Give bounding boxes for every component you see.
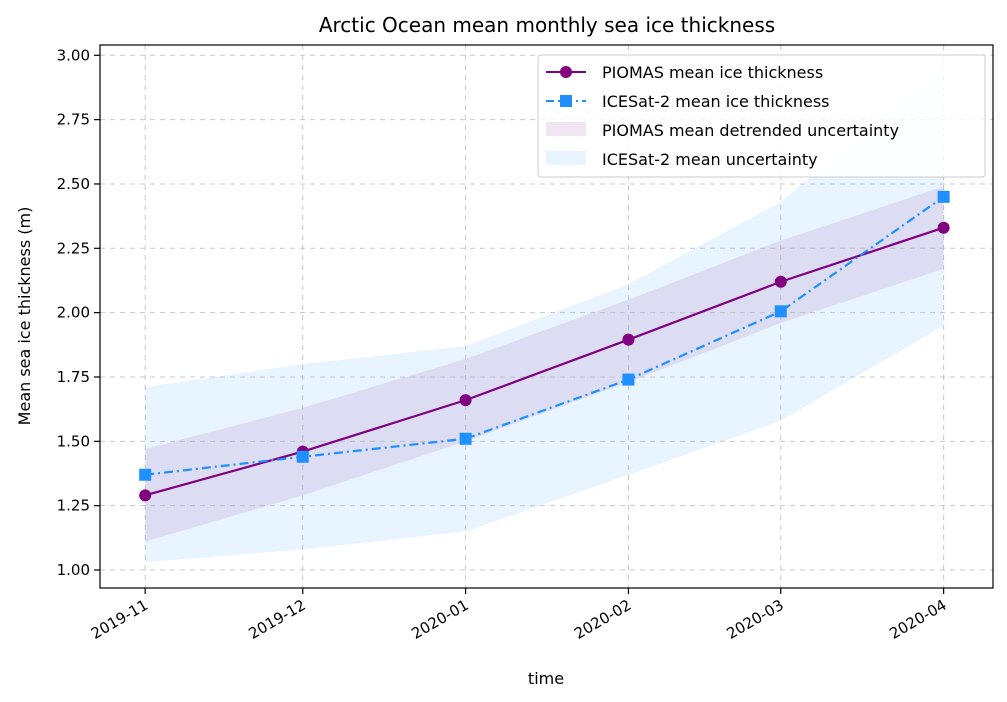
x-tick-label-2019-11: 2019-11: [88, 596, 151, 643]
y-tick-label-2.50: 2.50: [57, 175, 90, 193]
y-tick-label-2.25: 2.25: [57, 239, 90, 257]
y-tick-label-1.50: 1.50: [57, 432, 90, 450]
x-axis-ticks: 2019-11 2019-12 2020-01 2020-02 2020-03 2020-…: [88, 588, 950, 643]
point-piomas-mean-ice-thickness-2020-02: [622, 333, 635, 346]
legend-entry-icesat-line: ICESat-2 mean ice thickness: [546, 92, 829, 111]
legend-label-piomas: PIOMAS mean ice thickness: [602, 63, 823, 82]
series-line-piomas-mean-ice-thickness: [144, 226, 944, 497]
point-piomas-mean-ice-thickness-2020-03: [774, 275, 787, 288]
point-icesat-2-mean-ice-thickness-2020-02: [622, 373, 635, 386]
x-tick-label-2020-01: 2020-01: [408, 596, 471, 643]
x-tick-label-2020-03: 2020-03: [723, 596, 786, 643]
legend-box: [537, 54, 986, 178]
y-axis-title: Mean sea ice thickness (m): [15, 207, 34, 426]
legend-label-icesat-band: ICESat-2 mean uncertainty: [602, 150, 818, 169]
point-piomas-mean-ice-thickness-2019-11: [139, 489, 152, 502]
point-piomas-mean-ice-thickness-2020-04: [937, 221, 950, 234]
y-tick-label-3.00: 3.00: [57, 46, 90, 64]
series-lines: [144, 195, 945, 497]
point-icesat-2-mean-ice-thickness-2020-03: [774, 305, 787, 318]
point-piomas-mean-ice-thickness-2020-01: [459, 394, 472, 407]
plot-frame: [99, 44, 994, 589]
y-tick-label-1.00: 1.00: [57, 561, 90, 579]
x-tick-label-2020-04: 2020-04: [886, 596, 949, 643]
y-axis-ticks: 1.00 1.25 1.50 1.75 2.00 2.25 2.50 2.75 3.00: [57, 46, 100, 579]
chart-title: Arctic Ocean mean monthly sea ice thickn…: [319, 13, 775, 37]
legend-entry-piomas-line: PIOMAS mean ice thickness: [546, 63, 823, 82]
legend-swatch-piomas-band: [546, 122, 586, 136]
x-tick-label-2019-12: 2019-12: [245, 596, 308, 643]
y-tick-label-2.75: 2.75: [57, 111, 90, 129]
point-icesat-2-mean-ice-thickness-2020-01: [459, 432, 472, 445]
point-icesat-2-mean-ice-thickness-2019-11: [139, 468, 152, 481]
legend-entry-icesat-band: ICESat-2 mean uncertainty: [546, 150, 818, 169]
legend: PIOMAS mean ice thickness ICESat-2 mean …: [537, 54, 986, 178]
x-tick-label-2020-02: 2020-02: [571, 596, 634, 643]
legend-entry-piomas-band: PIOMAS mean detrended uncertainty: [546, 121, 899, 140]
legend-swatch-icesat-band: [546, 151, 586, 165]
point-icesat-2-mean-ice-thickness-2020-04: [937, 190, 950, 203]
y-tick-label-2.00: 2.00: [57, 304, 90, 322]
legend-label-icesat: ICESat-2 mean ice thickness: [602, 92, 829, 111]
point-icesat-2-mean-ice-thickness-2019-12: [296, 450, 309, 463]
series-markers: [139, 190, 950, 502]
x-axis-title: time: [528, 669, 564, 688]
legend-marker-piomas: [560, 66, 572, 78]
band-piomas-mean-detrended-uncertainty: [145, 186, 944, 542]
y-tick-label-1.25: 1.25: [57, 497, 90, 515]
legend-label-piomas-band: PIOMAS mean detrended uncertainty: [602, 121, 899, 140]
legend-marker-icesat: [560, 95, 572, 107]
y-tick-label-1.75: 1.75: [57, 368, 90, 386]
